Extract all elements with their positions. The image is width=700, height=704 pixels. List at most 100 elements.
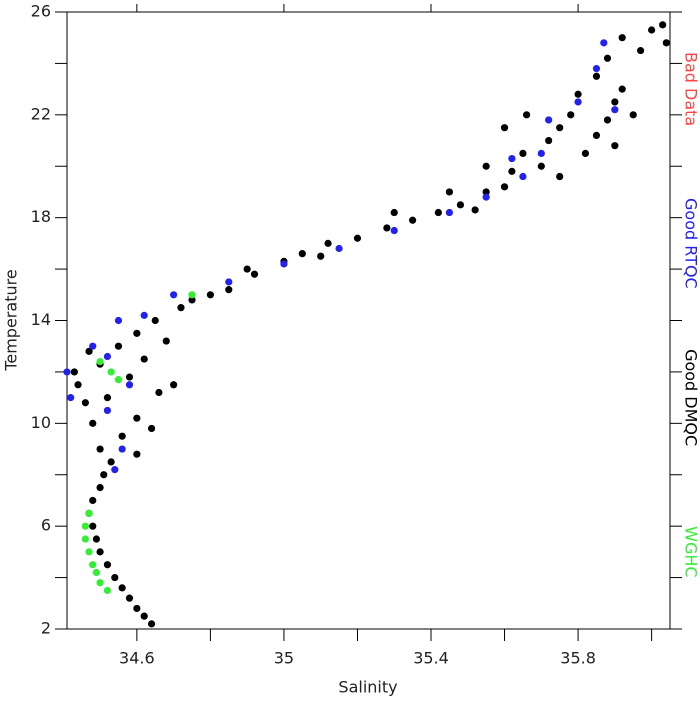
scatter-point — [126, 373, 133, 380]
scatter-point — [71, 368, 78, 375]
scatter-point — [637, 47, 644, 54]
scatter-point — [119, 433, 126, 440]
scatter-point — [556, 173, 563, 180]
y-tick-label: 6 — [41, 516, 51, 535]
scatter-point — [115, 343, 122, 350]
scatter-point — [119, 445, 126, 452]
scatter-point — [659, 21, 666, 28]
scatter-point — [141, 613, 148, 620]
scatter-point — [133, 415, 140, 422]
scatter-point — [523, 111, 530, 118]
scatter-point — [472, 206, 479, 213]
scatter-point — [126, 381, 133, 388]
y-tick-label: 22 — [31, 104, 51, 123]
scatter-point — [508, 168, 515, 175]
scatter-point — [519, 150, 526, 157]
scatter-point — [483, 194, 490, 201]
scatter-point — [501, 124, 508, 131]
scatter-point — [74, 381, 81, 388]
legend-label: Bad Data — [682, 52, 700, 126]
scatter-point — [89, 420, 96, 427]
scatter-point — [409, 217, 416, 224]
scatter-point — [170, 291, 177, 298]
scatter-point — [85, 548, 92, 555]
scatter-point — [611, 98, 618, 105]
scatter-point — [141, 312, 148, 319]
scatter-point — [63, 368, 70, 375]
scatter-point — [251, 271, 258, 278]
scatter-point — [483, 163, 490, 170]
scatter-point — [155, 389, 162, 396]
scatter-point — [82, 523, 89, 530]
scatter-point — [574, 98, 581, 105]
scatter-point — [391, 227, 398, 234]
y-tick-label: 2 — [41, 619, 51, 638]
x-tick-label: 35 — [274, 649, 294, 668]
scatter-point — [115, 317, 122, 324]
scatter-point — [619, 34, 626, 41]
y-axis-label: Temperature — [2, 269, 21, 371]
scatter-point — [611, 142, 618, 149]
scatter-point — [619, 86, 626, 93]
scatter-point — [225, 278, 232, 285]
scatter-point — [170, 381, 177, 388]
scatter-point — [96, 548, 103, 555]
scatter-point — [104, 407, 111, 414]
y-tick-label: 14 — [31, 310, 51, 329]
scatter-point — [435, 209, 442, 216]
scatter-point — [133, 330, 140, 337]
scatter-point — [519, 173, 526, 180]
scatter-point — [141, 355, 148, 362]
scatter-point — [96, 579, 103, 586]
scatter-point — [82, 535, 89, 542]
scatter-point — [93, 535, 100, 542]
scatter-point — [89, 561, 96, 568]
scatter-point — [354, 235, 361, 242]
x-axis-label: Salinity — [338, 678, 397, 697]
scatter-point — [115, 376, 122, 383]
scatter-point — [280, 260, 287, 267]
scatter-point — [126, 595, 133, 602]
scatter-point — [133, 451, 140, 458]
scatter-point — [119, 584, 126, 591]
scatter-point — [604, 55, 611, 62]
scatter-point — [508, 155, 515, 162]
scatter-point — [148, 620, 155, 627]
scatter-point — [324, 240, 331, 247]
x-tick-label: 35.8 — [560, 649, 596, 668]
scatter-point — [556, 124, 563, 131]
scatter-point — [108, 458, 115, 465]
scatter-point — [104, 394, 111, 401]
scatter-point — [663, 39, 670, 46]
scatter-point — [96, 358, 103, 365]
scatter-point — [317, 253, 324, 260]
scatter-point — [85, 510, 92, 517]
scatter-point — [96, 445, 103, 452]
scatter-point — [93, 569, 100, 576]
scatter-point — [538, 163, 545, 170]
scatter-point — [600, 39, 607, 46]
y-tick-label: 18 — [31, 207, 51, 226]
scatter-point — [100, 471, 107, 478]
legend-label: Good DMQC — [682, 349, 700, 446]
scatter-point — [567, 111, 574, 118]
scatter-point — [538, 150, 545, 157]
scatter-point — [244, 265, 251, 272]
scatter-point — [133, 605, 140, 612]
scatter-point — [177, 304, 184, 311]
scatter-point — [207, 291, 214, 298]
scatter-point — [630, 111, 637, 118]
scatter-point — [104, 353, 111, 360]
scatter-point — [299, 250, 306, 257]
scatter-point — [383, 224, 390, 231]
scatter-point — [89, 497, 96, 504]
scatter-point — [163, 337, 170, 344]
legend-label: Good RTQC — [682, 198, 700, 289]
scatter-point — [225, 286, 232, 293]
scatter-point — [89, 523, 96, 530]
scatter-point — [96, 484, 103, 491]
scatter-point — [148, 425, 155, 432]
scatter-point — [391, 209, 398, 216]
scatter-point — [604, 116, 611, 123]
